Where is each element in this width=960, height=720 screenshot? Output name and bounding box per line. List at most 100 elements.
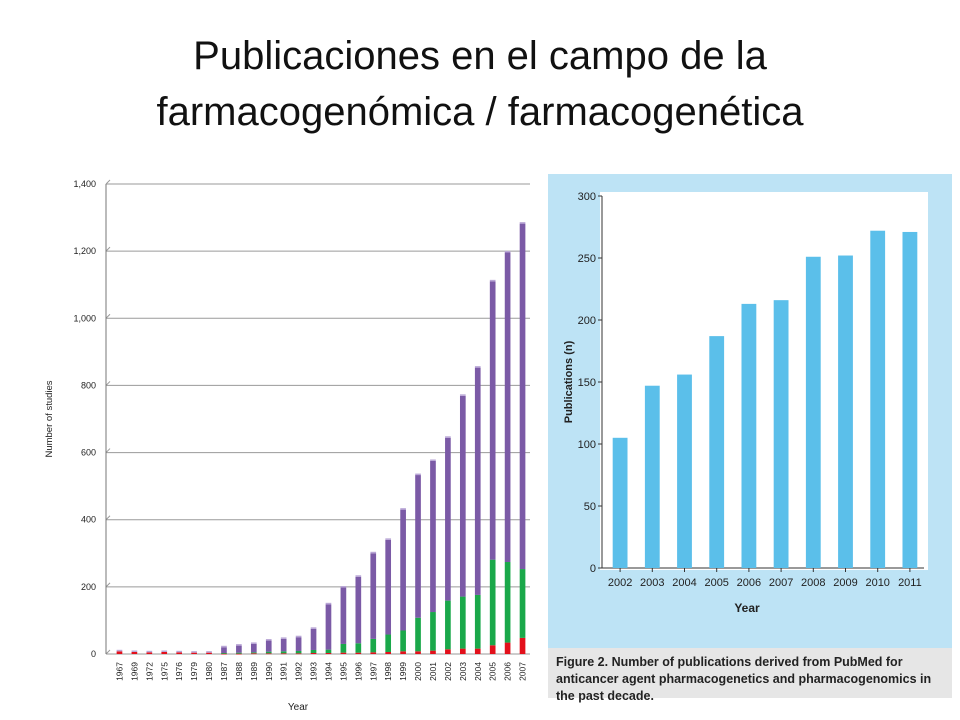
y-tick-label: 200 — [578, 315, 596, 327]
bar-segment — [370, 553, 377, 639]
y-tick-label: 250 — [578, 253, 596, 265]
bar-top — [385, 538, 392, 540]
x-tick-label: 2006 — [737, 577, 761, 589]
bar-top — [445, 436, 451, 438]
x-tick-label: 1979 — [189, 662, 199, 681]
bar-segment — [310, 649, 317, 653]
bar-top — [325, 602, 332, 605]
bar-top — [161, 650, 168, 652]
bar-segment — [340, 643, 347, 653]
bar-segment — [221, 647, 227, 653]
bar — [741, 303, 757, 568]
bar-top — [191, 651, 197, 653]
y-tick-label: 1,400 — [73, 179, 96, 189]
bar — [709, 336, 725, 568]
bar-segment — [236, 645, 242, 653]
y-tick-label: 300 — [578, 191, 596, 203]
gridline-depth — [105, 448, 111, 453]
x-tick-label: 1999 — [398, 662, 408, 681]
bar-segment — [430, 612, 436, 651]
x-tick-label: 1997 — [368, 662, 378, 681]
bar-segment — [519, 223, 526, 570]
bar-segment — [310, 628, 317, 650]
bar-segment — [430, 650, 436, 654]
bar-top — [116, 649, 123, 652]
publications-bar-chart-panel: 0 50 100 150 200 250 300 Publications (n) 2002 20… — [548, 174, 952, 648]
bar-top — [415, 473, 421, 476]
y-tick-label: 400 — [81, 515, 96, 525]
x-tick-label: 2000 — [413, 662, 423, 681]
bar-segment — [415, 617, 421, 652]
bar-segment — [445, 600, 451, 650]
y-tick-label: 800 — [81, 380, 96, 390]
bar-top — [280, 637, 287, 639]
bar-segment — [355, 576, 362, 644]
bar-segment — [131, 651, 138, 654]
bar-segment — [176, 652, 183, 654]
bar-segment — [325, 652, 332, 654]
bar-segment — [370, 652, 377, 654]
x-tick-label: 1993 — [309, 662, 319, 681]
bar — [870, 230, 886, 568]
bar-top — [131, 650, 138, 652]
x-tick-label: 1967 — [114, 662, 124, 681]
bar — [805, 256, 821, 568]
y-tick-label: 150 — [578, 377, 596, 389]
x-tick-label: 2008 — [801, 577, 825, 589]
slide-title-line-1: Publicaciones en el campo de la — [193, 34, 767, 78]
bar-segment — [236, 653, 242, 655]
bar-segment — [385, 634, 392, 652]
y-tick-label: 600 — [81, 448, 96, 458]
bar-segment — [459, 395, 466, 597]
bar-segment — [116, 651, 123, 654]
x-tick-label: 1972 — [144, 662, 154, 681]
x-tick-label: 1980 — [204, 662, 214, 681]
x-tick-label: 1992 — [294, 662, 304, 681]
bar-segment — [385, 651, 392, 654]
figure-caption: Figure 2. Number of publications derived… — [548, 648, 952, 703]
x-tick-label: 2005 — [704, 577, 728, 589]
x-tick-label: 2003 — [458, 662, 468, 681]
x-tick-label: 1990 — [264, 662, 274, 681]
bar-top — [295, 635, 302, 638]
bar-top — [459, 394, 466, 396]
bar-top — [146, 650, 153, 653]
y-tick-label: 1,000 — [73, 313, 96, 323]
x-tick-label: 1976 — [174, 662, 184, 681]
bar-segment — [474, 594, 481, 649]
x-tick-label: 2006 — [503, 662, 513, 681]
bar-segment — [221, 652, 227, 654]
bar-top — [340, 586, 347, 588]
bar-top — [370, 551, 377, 554]
bar-segment — [355, 643, 362, 653]
x-tick-label: 2004 — [672, 577, 696, 589]
bar-segment — [250, 653, 257, 655]
x-tick-label: 2002 — [608, 577, 632, 589]
slide-title: Publicaciones en el campo de la farmacog… — [0, 28, 960, 140]
bar-segment — [265, 640, 272, 652]
gridline-depth — [105, 582, 111, 588]
y-tick-label: 200 — [81, 582, 96, 592]
bar-segment — [310, 652, 317, 654]
y-axis-title: Publications (n) — [563, 340, 575, 423]
y-tick-label: 0 — [590, 563, 596, 575]
x-tick-label: 2011 — [898, 577, 922, 589]
bar-segment — [295, 653, 302, 655]
bar-top — [250, 642, 257, 644]
x-tick-label: 1996 — [353, 662, 363, 681]
x-tick-label: 2002 — [443, 662, 453, 681]
bar-segment — [295, 637, 302, 651]
bar-segment — [489, 281, 496, 560]
bar-segment — [400, 509, 406, 631]
gridline-depth — [105, 515, 111, 521]
bar-segment — [236, 652, 242, 654]
bar-segment — [250, 643, 257, 653]
bar-top — [221, 645, 227, 648]
bar-segment — [265, 653, 272, 655]
x-tick-label: 2004 — [473, 662, 483, 681]
bar-segment — [161, 651, 168, 654]
x-tick-label: 1988 — [234, 662, 244, 681]
slide-title-line-2: farmacogenómica / farmacogenética — [156, 90, 804, 134]
bar — [612, 437, 628, 568]
bar-segment — [206, 652, 212, 654]
